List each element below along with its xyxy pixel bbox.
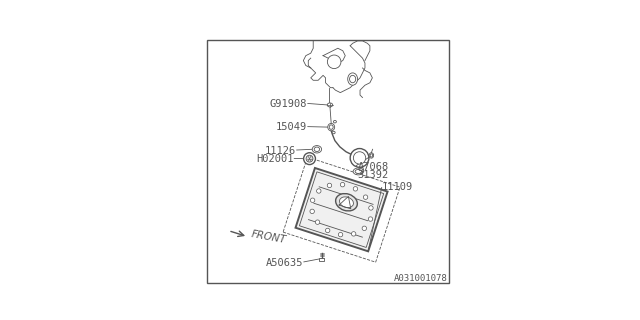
Text: G91908: G91908: [269, 99, 307, 109]
Text: A031001078: A031001078: [394, 274, 447, 283]
Circle shape: [310, 198, 315, 203]
Circle shape: [353, 152, 365, 164]
Polygon shape: [323, 48, 345, 63]
Circle shape: [317, 189, 321, 193]
Ellipse shape: [328, 55, 341, 68]
Circle shape: [303, 153, 316, 164]
Ellipse shape: [329, 125, 333, 129]
Circle shape: [351, 232, 356, 236]
Circle shape: [350, 148, 369, 167]
Ellipse shape: [328, 124, 335, 131]
Ellipse shape: [314, 147, 319, 151]
Polygon shape: [296, 168, 388, 251]
Text: 15049: 15049: [276, 122, 307, 132]
Ellipse shape: [369, 153, 374, 158]
Ellipse shape: [355, 170, 362, 173]
Circle shape: [353, 187, 358, 191]
Circle shape: [327, 183, 332, 188]
Text: A7068: A7068: [358, 162, 389, 172]
Circle shape: [368, 217, 372, 221]
Ellipse shape: [353, 168, 364, 175]
Text: FRONT: FRONT: [250, 229, 287, 245]
Ellipse shape: [335, 194, 357, 211]
Circle shape: [362, 226, 367, 230]
Circle shape: [310, 209, 314, 213]
Circle shape: [339, 232, 343, 237]
Circle shape: [316, 220, 320, 224]
Text: 31392: 31392: [358, 170, 389, 180]
Ellipse shape: [370, 154, 372, 157]
Text: 11126: 11126: [265, 146, 296, 156]
Circle shape: [364, 195, 368, 199]
Text: 11109: 11109: [382, 182, 413, 192]
Ellipse shape: [327, 103, 333, 107]
Ellipse shape: [333, 120, 337, 123]
Ellipse shape: [332, 131, 335, 134]
Ellipse shape: [339, 197, 353, 208]
Ellipse shape: [312, 146, 321, 153]
Ellipse shape: [349, 75, 356, 83]
Circle shape: [369, 206, 373, 210]
Bar: [319, 258, 324, 261]
Circle shape: [326, 228, 330, 233]
Text: A50635: A50635: [266, 258, 303, 268]
Ellipse shape: [348, 73, 358, 85]
Circle shape: [340, 182, 345, 187]
Text: H02001: H02001: [256, 154, 294, 164]
Circle shape: [306, 155, 313, 162]
